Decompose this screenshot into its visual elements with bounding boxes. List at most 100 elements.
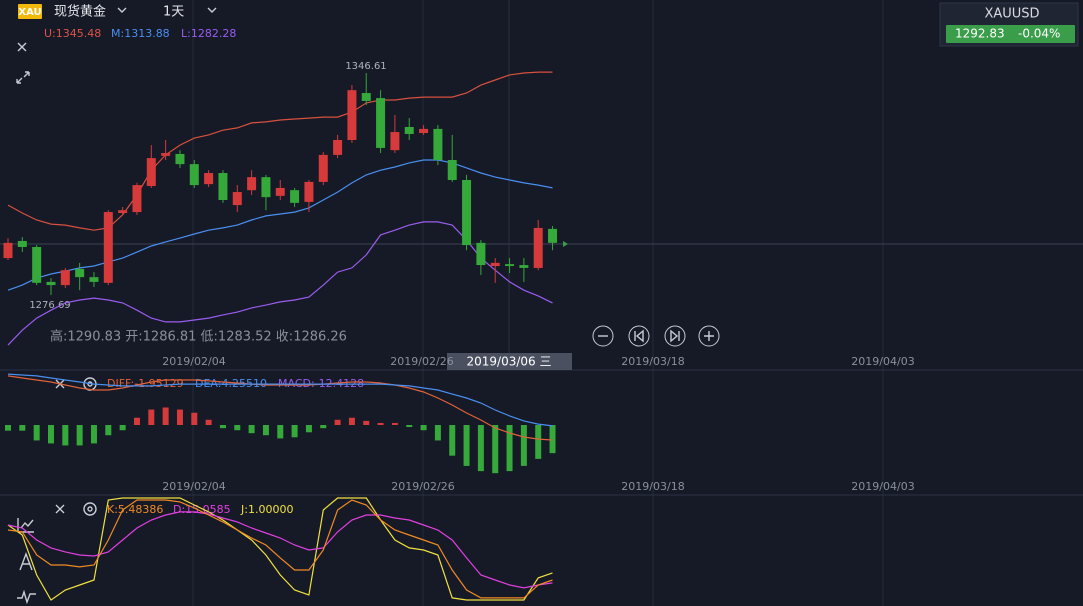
candle-body — [17, 240, 27, 247]
candle-body — [318, 154, 328, 182]
first-icon — [634, 329, 644, 343]
period-selector[interactable]: 1天 — [163, 5, 184, 20]
macd-bar — [420, 425, 427, 431]
candle-body — [505, 264, 515, 267]
candle-body — [261, 177, 271, 198]
collapse-icon[interactable] — [16, 71, 30, 84]
middle-band — [7, 159, 553, 291]
candle-body — [275, 187, 285, 196]
legend-upper: U:1345.48 — [44, 27, 101, 40]
macd-bar — [133, 417, 140, 425]
legend-d: D:15.0585 — [173, 503, 231, 516]
candle-body — [32, 246, 42, 283]
lower-band — [7, 221, 553, 346]
legend-j: J:1.00000 — [240, 503, 293, 516]
macd-bar — [105, 425, 112, 436]
candle-body — [175, 153, 185, 165]
macd-bar — [277, 425, 284, 439]
macd-bar — [320, 425, 327, 429]
crosshair-date: 2019/03/06 三 — [467, 355, 552, 369]
candle-body — [304, 181, 314, 202]
candle-body — [3, 242, 13, 259]
macd-bar — [19, 425, 26, 431]
candle-body — [404, 126, 414, 134]
first-button[interactable] — [628, 325, 650, 347]
macd-bar — [520, 425, 527, 466]
logo-badge — [18, 4, 42, 19]
candle-body — [60, 270, 70, 286]
zoom-in-button[interactable] — [698, 325, 720, 347]
date-label: 2019/04/03 — [851, 355, 914, 368]
j-line — [7, 497, 553, 601]
settings-icon[interactable] — [83, 502, 97, 516]
macd-bar — [62, 425, 69, 446]
macd-bar — [506, 425, 513, 472]
ticker-change: -0.04% — [1018, 27, 1060, 41]
macd-bar — [219, 425, 226, 429]
last-icon — [670, 329, 680, 343]
macd-bar — [262, 425, 269, 436]
macd-bar — [148, 409, 155, 425]
macd-bar — [234, 425, 241, 431]
macd-bar — [391, 422, 398, 425]
candle-body — [89, 277, 99, 282]
diff-line — [7, 375, 553, 441]
d-line — [7, 511, 553, 589]
candle-body — [419, 128, 429, 134]
macd-bar — [205, 419, 212, 425]
upper-band — [7, 71, 553, 231]
date-label: 2019/03/18 — [621, 480, 684, 493]
candle-body — [519, 265, 529, 268]
chevron[interactable] — [207, 7, 217, 13]
last-price-arrow — [563, 241, 568, 247]
candle-body — [490, 262, 500, 267]
zoom-out-button[interactable] — [592, 325, 614, 347]
candle-body — [333, 140, 343, 155]
date-label: 2019/04/03 — [851, 480, 914, 493]
macd-bar — [363, 420, 370, 425]
date-label: 2019/02/26 — [391, 480, 454, 493]
candle-body — [118, 210, 128, 214]
candle-body — [476, 242, 486, 266]
plus-icon — [704, 331, 714, 341]
candle-body — [376, 98, 386, 148]
candle-body — [132, 185, 142, 213]
ticker-symbol: XAUUSD — [984, 7, 1039, 22]
candle-body — [218, 173, 228, 200]
high-label: 1346.61 — [345, 61, 386, 72]
candle-body — [433, 128, 443, 160]
macd-bar — [477, 425, 484, 472]
low-label: 1276.69 — [29, 300, 70, 311]
macd-bar — [248, 425, 255, 434]
draw-icon[interactable] — [19, 552, 33, 571]
last-button[interactable] — [664, 325, 686, 347]
ohlc-readout: 高:1290.83 开:1286.81 低:1283.52 收:1286.26 — [50, 329, 347, 345]
macd-bar — [348, 417, 355, 425]
candle-body — [247, 177, 257, 191]
close-icon[interactable] — [55, 504, 65, 514]
date-label: 2019/02/26 — [390, 355, 453, 368]
macd-bar — [176, 409, 183, 425]
ticker-price: 1292.83 — [955, 27, 1005, 41]
logo: XAU — [18, 7, 41, 18]
macd-bar — [463, 425, 470, 466]
date-label: 2019/03/18 — [621, 355, 684, 368]
chevron[interactable] — [117, 7, 127, 13]
candle-body — [161, 153, 171, 156]
symbol-selector[interactable]: 现货黄金 — [54, 4, 106, 20]
candle-body — [204, 173, 214, 185]
close-icon[interactable] — [17, 42, 27, 52]
candle-body — [189, 164, 199, 186]
candle-body — [390, 132, 400, 151]
wave-icon[interactable] — [17, 589, 36, 605]
candle-body — [447, 160, 457, 180]
macd-bar — [5, 425, 11, 431]
candle-body — [232, 192, 242, 206]
candle-body — [46, 281, 56, 286]
macd-bar — [76, 425, 83, 446]
macd-bar — [33, 425, 40, 441]
legend-middle: M:1313.88 — [111, 27, 170, 40]
